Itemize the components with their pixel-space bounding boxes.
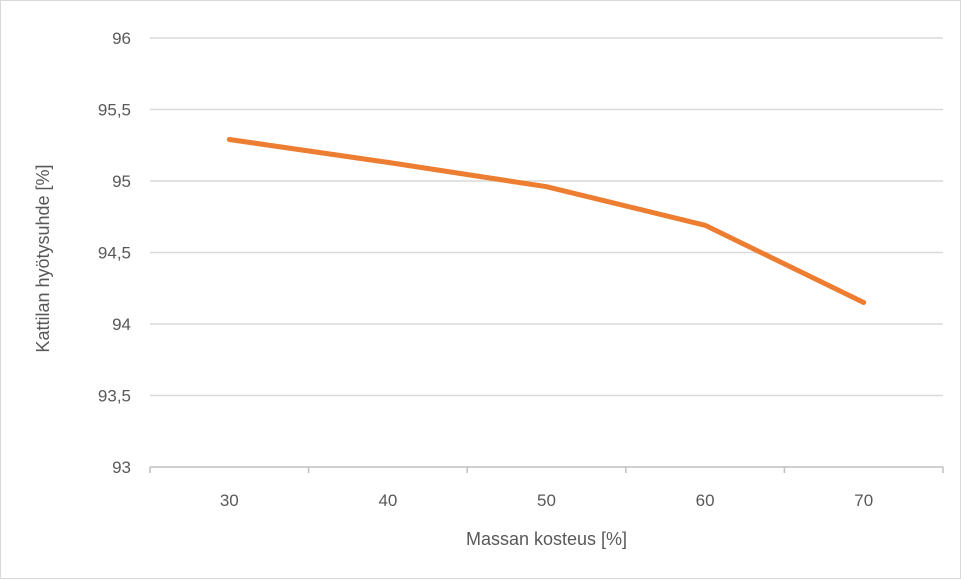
y-tick-label: 94,5 [98, 244, 131, 263]
y-axis-title: Kattilan hyötysuhde [%] [33, 164, 53, 352]
series-line [226, 137, 867, 305]
y-tick-label: 94 [112, 315, 131, 334]
x-axis-title: Massan kosteus [%] [466, 529, 627, 549]
x-tick-label: 70 [854, 491, 873, 510]
x-tick-labels: 30 40 50 60 70 [220, 491, 873, 510]
x-axis [149, 466, 944, 473]
y-tick-label: 95,5 [98, 101, 131, 120]
x-tick-label: 40 [378, 491, 397, 510]
gridlines [150, 37, 943, 397]
y-tick-label: 96 [112, 29, 131, 48]
y-tick-labels: 93 93,5 94 94,5 95 95,5 96 [98, 29, 131, 477]
y-tick-label: 95 [112, 172, 131, 191]
y-tick-label: 93 [112, 458, 131, 477]
y-tick-label: 93,5 [98, 387, 131, 406]
x-tick-label: 50 [537, 491, 556, 510]
x-tick-label: 30 [220, 491, 239, 510]
series-layer [226, 137, 867, 305]
x-tick-label: 60 [696, 491, 715, 510]
